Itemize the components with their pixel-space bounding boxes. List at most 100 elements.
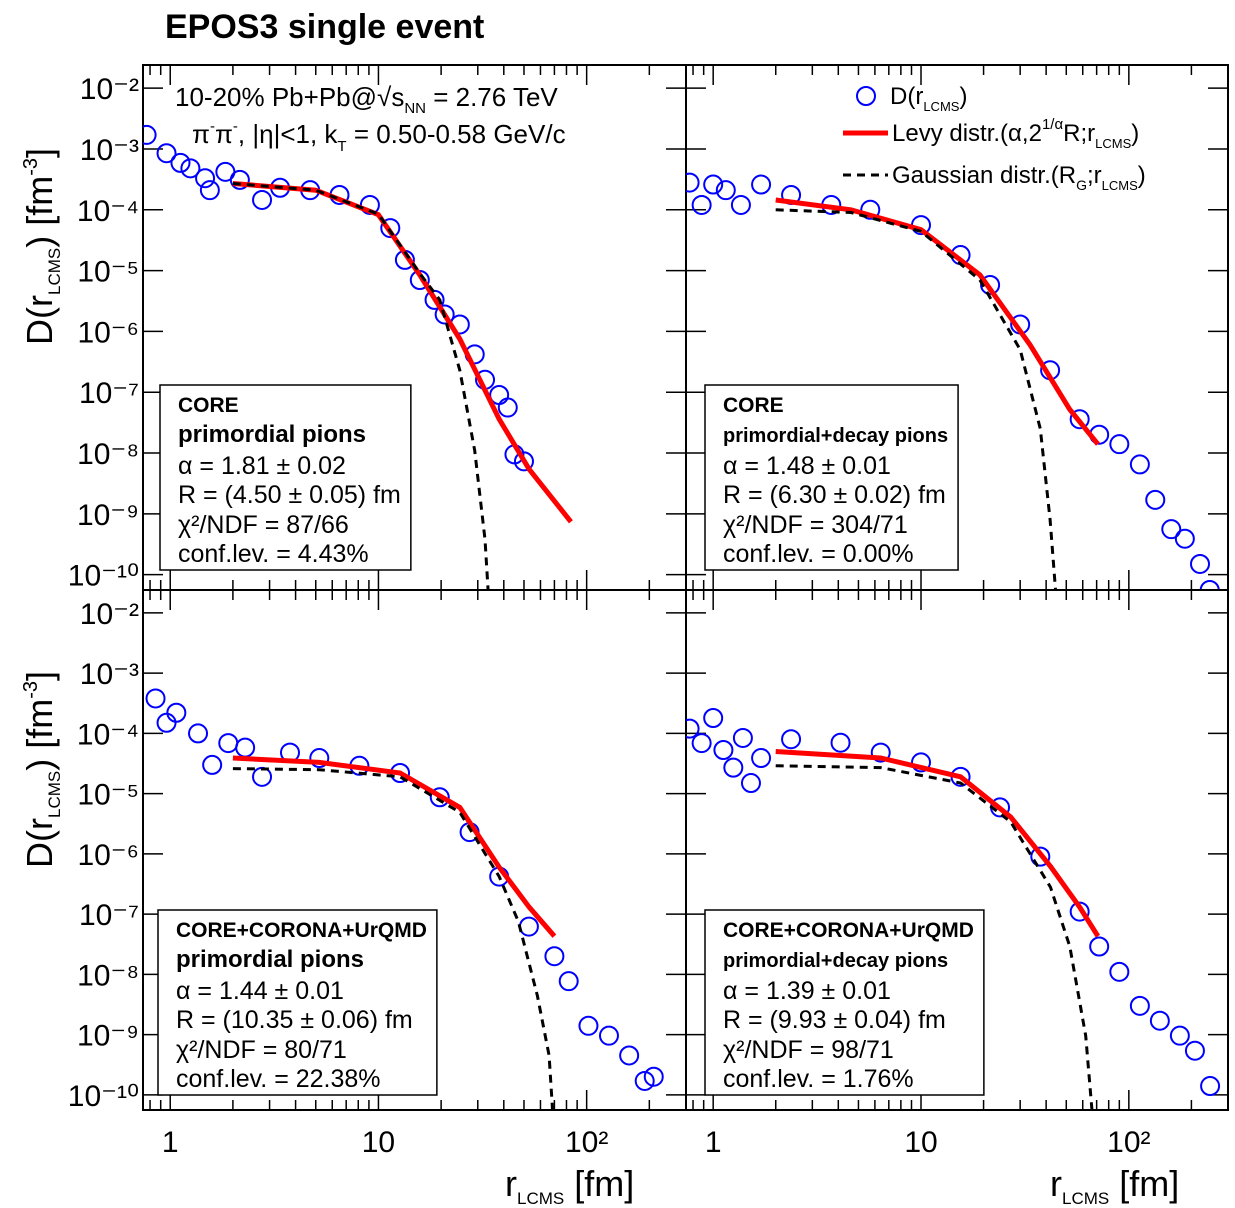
fit-box-text: conf.lev. = 0.00% [723, 540, 914, 568]
legend-marker [856, 86, 876, 106]
y-tick-label: 10⁻⁷ [79, 899, 139, 932]
data-point [643, 1066, 664, 1087]
fit-box-text: CORE+CORONA+UrQMD [723, 919, 974, 942]
data-point [703, 708, 724, 729]
x-axis-label: rLCMS [fm] [1050, 1163, 1179, 1208]
levy-fit [775, 749, 1101, 938]
y-tick-label: 10⁻⁹ [77, 499, 139, 532]
data-point [1184, 1040, 1205, 1061]
data-point [691, 733, 712, 754]
y-tick-label: 10⁻⁶ [77, 839, 139, 872]
x-tick-label: 10 [904, 1126, 937, 1159]
y-tick-label: 10⁻² [80, 73, 139, 106]
x-tick-label: 10² [565, 1126, 608, 1159]
data-point [1169, 1025, 1190, 1046]
y-tick-label: 10⁻⁴ [77, 195, 139, 228]
data-point [1129, 454, 1150, 475]
gaussian-fit [775, 764, 1094, 1110]
fit-box-text: χ²/NDF = 304/71 [723, 511, 908, 539]
data-point [1149, 1010, 1170, 1031]
data-point [1089, 936, 1110, 957]
y-tick-label: 10⁻⁷ [79, 377, 139, 410]
fit-box: CORE+CORONA+UrQMD primordial pions α = 1.4… [157, 909, 438, 1096]
fit-box-text: CORE [723, 394, 784, 417]
data-point [1030, 846, 1051, 867]
data-point [740, 773, 761, 794]
levy-fit [232, 755, 557, 938]
data-point [1190, 553, 1211, 574]
x-tick-label: 1 [162, 1126, 179, 1159]
fit-box-text: conf.lev. = 1.76% [723, 1065, 914, 1093]
legend: D(rLCMS) Levy distr.(α,21/αR;rLCMS) Gaus… [843, 83, 1146, 193]
data-point [634, 1070, 655, 1091]
data-point [434, 304, 455, 325]
data-point [870, 742, 891, 763]
data-point [578, 1015, 599, 1036]
data-point [166, 702, 187, 723]
fit-box-text: α = 1.44 ± 0.01 [176, 977, 344, 1005]
fit-box-text: conf.lev. = 4.43% [178, 540, 369, 568]
y-tick-label: 10⁻⁸ [77, 959, 139, 992]
annotation: π-π-, |η|<1, kT = 0.50-0.58 GeV/c [192, 118, 566, 155]
y-tick-label: 10⁻³ [80, 134, 139, 167]
data-point [1109, 434, 1130, 455]
panel: 1 10 10² CORE+CORONA+UrQMD primordial+decay … [685, 589, 1229, 1159]
fit-box-text: α = 1.39 ± 0.01 [723, 977, 891, 1005]
data-point [732, 727, 753, 748]
y-tick-label: 10⁻¹⁰ [68, 1080, 139, 1113]
fit-box-frame [159, 384, 412, 571]
fit-box: CORE primordial pions α = 1.81 ± 0.02R = (… [159, 384, 412, 571]
data-point [781, 729, 802, 750]
data-point [713, 739, 734, 760]
fit-box-text: χ²/NDF = 80/71 [176, 1036, 347, 1064]
fit-box-text: R = (10.35 ± 0.06) fm [176, 1006, 413, 1034]
data-point [691, 194, 712, 215]
y-axis-label: D(rLCMS) [fm-3] [19, 671, 64, 868]
panel: 1 10 10² 10⁻² 10⁻³ 10⁻⁴ 10⁻⁵ 10⁻⁶ 10⁻⁷ 10⁻⁸ 10⁻⁹ 10… [68, 589, 687, 1159]
x-axis-label: rLCMS [fm] [505, 1163, 634, 1208]
data-point [598, 1025, 619, 1046]
fit-box-text: α = 1.81 ± 0.02 [178, 452, 346, 480]
fit-box-text: R = (6.30 ± 0.02) fm [723, 481, 946, 509]
y-tick-label: 10⁻⁵ [77, 256, 139, 289]
fit-box-text: R = (4.50 ± 0.05) fm [178, 481, 401, 509]
panels: 10⁻² 10⁻³ 10⁻⁴ 10⁻⁵ 10⁻⁶ 10⁻⁷ 10⁻⁸ 10⁻⁹ 10⁻¹⁰ COR… [68, 64, 1229, 1159]
plot-frame [685, 589, 1229, 1111]
data-point [229, 169, 250, 190]
data-point [1069, 409, 1090, 430]
fit-box-text: primordial pions [176, 946, 364, 973]
data-point [686, 172, 700, 193]
data-point [1109, 961, 1130, 982]
data-point [911, 752, 932, 773]
y-tick-label: 10⁻² [80, 598, 139, 631]
levy-fit [232, 181, 573, 524]
data-point [497, 397, 518, 418]
data-point [730, 194, 751, 215]
data-point [143, 124, 157, 145]
fit-box-text: CORE [178, 394, 239, 417]
data-layer [686, 708, 1221, 1110]
y-tick-label: 10⁻⁸ [77, 438, 139, 471]
panel: 10⁻² 10⁻³ 10⁻⁴ 10⁻⁵ 10⁻⁶ 10⁻⁷ 10⁻⁸ 10⁻⁹ 10⁻¹⁰ COR… [68, 64, 687, 593]
data-point [1174, 528, 1195, 549]
data-point [170, 152, 191, 173]
data-point [513, 451, 534, 472]
data-point [1200, 1076, 1221, 1097]
gaussian-fit [232, 767, 555, 1110]
data-point [380, 218, 401, 239]
data-point [429, 787, 450, 808]
data-point [723, 757, 744, 778]
y-tick-label: 10⁻⁹ [77, 1020, 139, 1053]
data-point [751, 174, 772, 195]
data-point [703, 174, 724, 195]
fit-box-frame [704, 909, 985, 1096]
data-layer [145, 688, 664, 1110]
fit-box-text: R = (9.93 ± 0.04) fm [723, 1006, 946, 1034]
data-layer [143, 124, 573, 590]
fit-box-text: χ²/NDF = 98/71 [723, 1036, 894, 1064]
data-point [188, 723, 209, 744]
fit-box-text: χ²/NDF = 87/66 [178, 511, 349, 539]
data-point [715, 180, 736, 201]
fit-box: CORE primordial+decay pions α = 1.48 ± 0.0… [704, 384, 959, 571]
